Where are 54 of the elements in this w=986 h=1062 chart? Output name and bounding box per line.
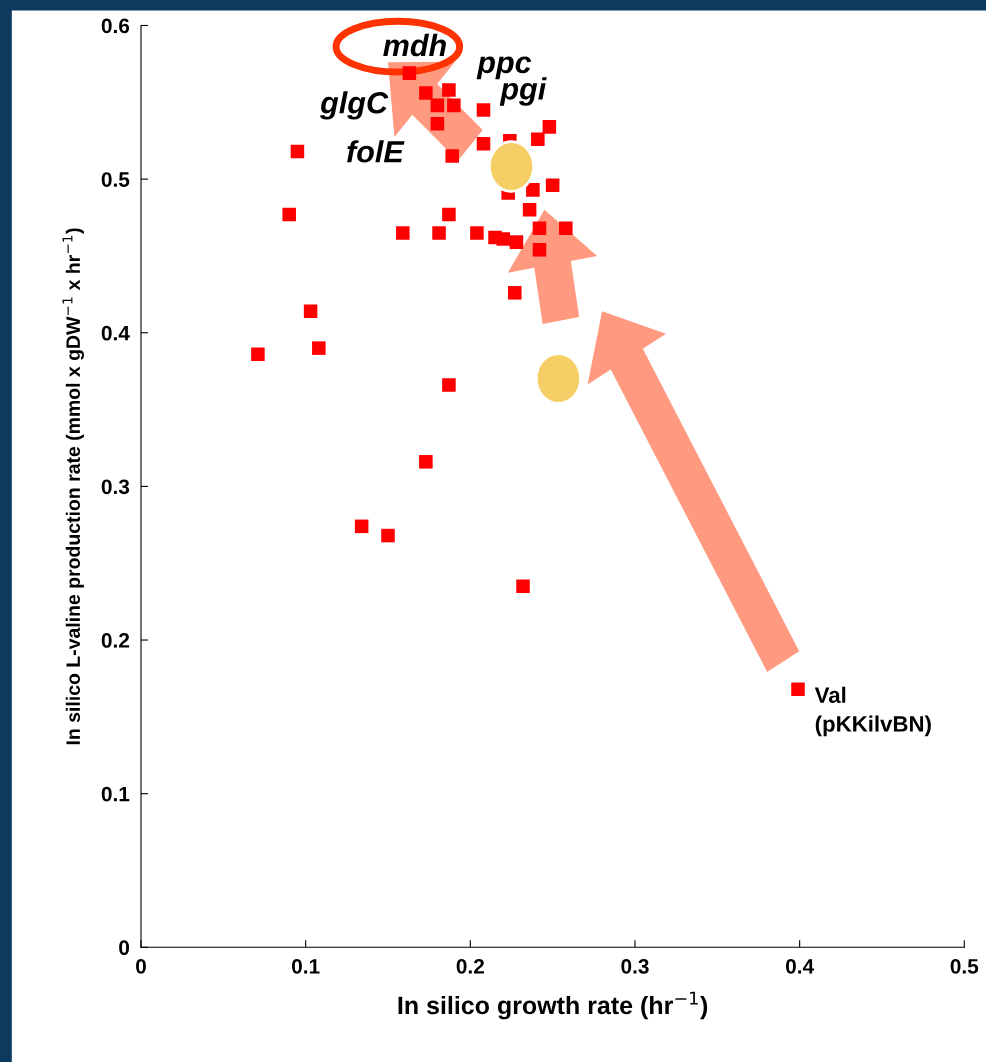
point <box>282 207 296 222</box>
point <box>312 341 326 355</box>
point <box>442 207 456 222</box>
point <box>419 86 433 100</box>
x-axis-title: In silico growth rate (hr$^{−1}$) <box>398 991 708 1020</box>
point <box>791 682 805 696</box>
point <box>447 98 461 113</box>
point <box>508 286 522 300</box>
y-axis-title: In silico L-valine production rate (mmol x gDW$^{−1}$ x hr$^{−1}$) <box>62 228 84 745</box>
y-tick-label: 0.6 <box>101 18 130 34</box>
point <box>251 347 265 362</box>
point <box>559 221 573 236</box>
y-tick-label: 0.3 <box>101 479 130 495</box>
point <box>442 83 456 97</box>
x-tick-label: 0.2 <box>456 958 484 974</box>
x-tick-label: 0.1 <box>292 958 320 974</box>
point <box>396 226 410 240</box>
point <box>402 66 417 80</box>
point <box>509 235 524 249</box>
point <box>522 203 537 217</box>
point <box>526 183 540 197</box>
point <box>476 137 491 151</box>
x-tick-label: 0.3 <box>621 958 649 974</box>
annotation: folE <box>347 140 405 163</box>
point <box>531 132 545 146</box>
point <box>432 226 446 240</box>
y-tick-label: 0.2 <box>101 633 130 648</box>
point <box>442 378 456 392</box>
point <box>516 579 530 594</box>
y-tick-label: 0 <box>119 940 130 956</box>
point <box>532 243 547 257</box>
point <box>303 304 318 319</box>
x-tick-label: 0 <box>136 958 146 974</box>
annotation: mdh <box>383 33 446 57</box>
x-tick-label: 0.5 <box>950 958 979 974</box>
y-tick-label: 0.1 <box>101 786 130 802</box>
point <box>496 232 511 246</box>
point <box>532 221 547 236</box>
point <box>430 98 445 113</box>
point <box>381 528 395 543</box>
point <box>430 117 445 131</box>
point <box>476 103 491 117</box>
x-tick-label: 0.4 <box>785 958 815 974</box>
annotation: Val (pKKilvBN) <box>814 686 931 737</box>
point <box>354 519 369 534</box>
point <box>290 144 305 159</box>
point <box>470 226 484 240</box>
y-tick-label: 0.4 <box>101 325 130 341</box>
annotation: glgC <box>320 91 389 120</box>
y-tick-label: 0.5 <box>101 172 130 187</box>
point <box>545 178 560 193</box>
point <box>445 149 459 163</box>
point <box>542 120 557 134</box>
point <box>419 455 433 469</box>
